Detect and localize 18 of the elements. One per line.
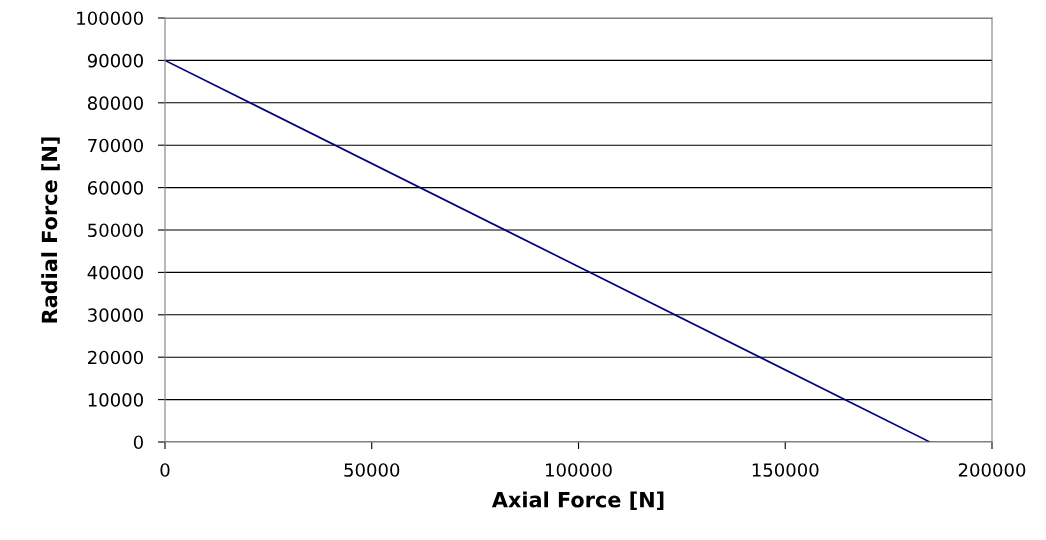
y-tick-label: 30000 [88,308,143,322]
y-tick-label: 100000 [77,11,143,26]
y-tick-label: 50000 [88,223,143,238]
y-tick-label: 0 [133,435,143,450]
y-tick-label: 10000 [88,393,143,407]
y-tick-label: 40000 [87,265,143,280]
x-tick-label: 200000 [958,463,1026,477]
y-tick-label: 20000 [88,350,143,365]
x-tick-label: 150000 [752,463,819,477]
y-tick-label: 80000 [87,96,143,110]
x-axis-title: Axial Force [N] [491,491,664,510]
y-axis-title: Radial Force [N] [41,137,60,323]
y-tick-label: 60000 [87,181,143,195]
y-tick-label: 90000 [87,53,143,68]
y-tick-label: 70000 [88,138,143,153]
x-tick-label: 100000 [546,463,612,477]
x-tick-label: 50000 [344,463,400,477]
x-tick-label: 0 [160,463,170,477]
